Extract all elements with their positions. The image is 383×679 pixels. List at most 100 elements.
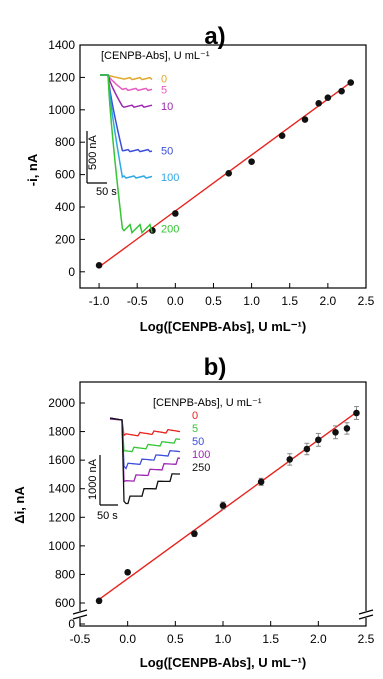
panel-b-data-point [286,456,294,463]
panel-a-inset-legend-title: [CENPB-Abs], U mL⁻¹ [101,50,210,62]
panel-a-y-tick-label: 400 [55,200,75,214]
panel-a-x-tick-label: -1.0 [89,294,110,308]
panel-b-data-point [257,478,265,486]
panel-a-x-tick-label: 2.0 [320,294,337,308]
panel-a-y-tick-label: 1400 [48,38,75,52]
panel-a-x-tick-label: 0.5 [205,294,222,308]
panel-a-data-point [347,79,355,86]
panel-a-inset-trace [100,74,153,109]
panel-b-x-tick-label: 1.0 [215,632,232,646]
panel-b-y-tick-label: 1800 [48,425,75,439]
panel-a-inset-trace [100,74,153,235]
panel-a-data-point [248,158,255,165]
panel-b-inset-trace [109,417,181,470]
panel-a-inset-trace-label: 0 [161,74,167,86]
panel-a-y-tick-label: 600 [55,168,75,182]
panel-a-y-tick-label: 1200 [48,70,75,84]
panel-b-data-point [353,409,360,417]
panel-b-x-axis-title: Log([CENPB-Abs], U mL⁻¹) [140,655,306,670]
panel-b-x-ticks: -0.5 0.0 0.5 1.0 1.5 2.0 2.5 [70,621,375,646]
panel-b-axis-break [72,609,374,620]
panel-a-x-tick-label: 1.0 [243,294,260,308]
panel-a-inset-trace-label: 200 [161,224,179,236]
panel-b-y-tick-label: 1200 [48,510,75,524]
panel-b-x-tick-label: 2.0 [310,632,327,646]
panel-b-y-tick-label: 1000 [48,539,75,553]
panel-a-inset-traces: 05 10 50 100 200 [100,74,179,236]
panel-b-data-point [315,436,322,444]
panel-b-inset-trace-label: 100 [192,449,210,461]
panel-b-inset-scale-x-label: 50 s [97,510,118,522]
panel-b-inset-trace-label: 50 [192,436,204,448]
panel-b-y-tick-label: 2000 [48,396,75,410]
panel-a-x-ticks: -1.0 -0.5 0.0 0.5 1.0 1.5 2.0 2.5 [89,283,375,308]
panel-a-data-point [278,132,286,140]
panel-b-inset-trace [109,417,180,505]
panel-b-y-tick-label: 1400 [48,482,75,496]
panel-b-y-tick-label: 800 [55,567,75,581]
panel-a-y-tick-label: 800 [55,135,75,149]
panel-a-data-point [324,94,332,101]
panel-b-inset-trace-label: 250 [192,462,210,474]
panel-a-label: a) [204,23,225,50]
panel-a-x-tick-label: 0.0 [167,294,184,308]
panel-b-x-tick-label: 0.0 [119,632,136,646]
panel-a-inset-trace [100,74,153,81]
panel-b-data-point [343,425,351,432]
panel-b-x-tick-label: -0.5 [70,632,91,646]
panel-b-x-tick-label: 0.5 [167,632,184,646]
panel-b-inset-trace [109,418,181,483]
panel-a-x-axis-title: Log([CENPB-Abs], U mL⁻¹) [140,319,306,334]
panel-b-data-point [191,530,198,538]
panel-b-data-point [124,568,131,576]
panel-a-inset-trace-label: 100 [161,172,179,184]
panel-a-data-point [315,100,323,107]
panel-a-inset-trace-label: 10 [161,101,173,113]
panel-b-y-axis-title: Δi, nA [12,486,27,524]
panel-b-inset-trace-label: 5 [192,423,198,435]
panel-b-label: b) [204,354,227,381]
panel-a-data-point [225,170,233,177]
panel-a-data-point [172,210,179,217]
panel-a-data-point [95,262,103,269]
panel-a-data-point [338,87,345,95]
panel-b-inset-trace [109,418,181,453]
panel-b-inset-trace-label: 0 [192,410,198,422]
panel-b-y-tick-label: 600 [55,596,75,610]
panel-a-data-point [301,116,309,123]
panel-a-inset-trace-label: 5 [161,84,167,96]
panel-b-data-point [303,445,311,453]
panel-b-data-point [219,502,227,509]
panel-a-y-tick-label: 0 [68,265,75,279]
panel-b-y-tick-label: 0 [68,617,75,631]
panel-a-x-tick-label: 1.5 [281,294,298,308]
panel-b-inset-legend-title: [CENPB-Abs], U mL⁻¹ [153,397,262,409]
panel-a-y-tick-label: 200 [55,232,75,246]
panel-b-y-tick-label: 1600 [48,453,75,467]
panel-a-y-ticks: 0 200 400 600 800 1000 1200 1400 [48,38,85,279]
panel-b-fit-line [98,411,357,600]
panel-a-fit-line [98,81,352,268]
panel-a-plot-frame [79,44,367,289]
panel-b-data-point [332,428,339,436]
panel-a-y-axis-title: -i, nA [25,153,40,186]
panel-b-data-points [95,406,360,605]
panel-a-inset-trace [100,74,153,153]
panel-b-x-tick-label: 1.5 [262,632,279,646]
panel-b-data-point [95,597,103,605]
panel-a-x-tick-label: 2.5 [358,294,375,308]
panel-a-inset-trace [100,74,153,92]
panel-b-inset-trace [109,417,181,437]
panel-a-inset-scale-y-label: 500 nA [87,134,99,170]
panel-a-inset-scale-x-label: 50 s [96,186,117,198]
panel-b-y-ticks: 0 600 800 1000 1200 1400 1600 1800 2000 [48,396,85,631]
panel-a-inset-trace [100,74,153,179]
panel-b-x-tick-label: 2.5 [358,632,375,646]
panel-a-y-tick-label: 1000 [48,103,75,117]
